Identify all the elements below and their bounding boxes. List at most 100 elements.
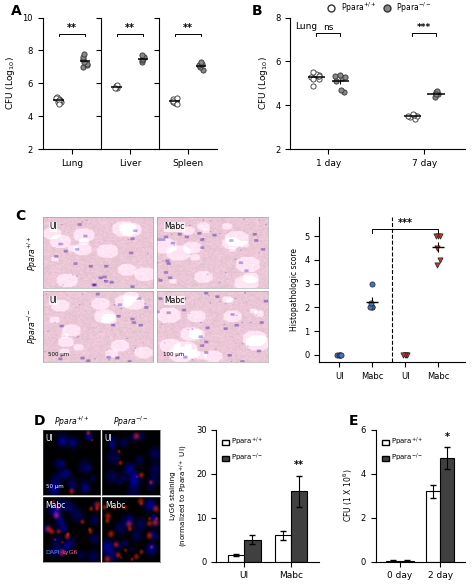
Text: DAPI: DAPI	[46, 550, 60, 555]
Point	[434, 90, 442, 99]
Bar	[426, 491, 440, 562]
Text: D: D	[34, 414, 46, 428]
Text: E: E	[349, 414, 358, 428]
Point	[436, 255, 444, 264]
Point	[337, 85, 345, 95]
Point	[400, 350, 407, 359]
Point	[315, 71, 323, 80]
Point	[57, 97, 64, 106]
Text: ***: ***	[417, 23, 431, 32]
Point	[55, 94, 63, 104]
Text: Mabc: Mabc	[46, 501, 66, 510]
Text: 50 μm: 50 μm	[46, 484, 64, 489]
Text: A: A	[11, 4, 21, 18]
Point	[402, 350, 410, 359]
Legend: Ppara$^{+/+}$, Ppara$^{-/-}$: Ppara$^{+/+}$, Ppara$^{-/-}$	[219, 433, 267, 467]
Point	[55, 95, 63, 105]
Point	[433, 90, 440, 99]
Point	[56, 99, 64, 109]
Text: **: **	[183, 23, 193, 33]
Point	[80, 49, 88, 58]
Y-axis label: $Ppara^{-/-}$: $Ppara^{-/-}$	[26, 309, 40, 344]
Point	[432, 232, 440, 241]
Point	[341, 72, 349, 81]
Text: **: **	[294, 460, 304, 470]
Point	[138, 56, 146, 65]
Point	[141, 53, 148, 62]
Point	[406, 113, 414, 122]
Point	[80, 53, 87, 62]
Text: UI: UI	[105, 435, 113, 443]
Point	[338, 73, 346, 82]
Point	[431, 92, 438, 101]
Point	[53, 94, 61, 103]
Point	[337, 350, 345, 359]
Point	[169, 97, 176, 106]
Point	[315, 74, 323, 84]
Point	[80, 54, 87, 63]
Point	[405, 112, 412, 121]
Point	[172, 98, 179, 107]
Point	[173, 94, 181, 103]
Point	[112, 82, 120, 91]
Legend: Ppara$^{+/+}$, Ppara$^{-/-}$: Ppara$^{+/+}$, Ppara$^{-/-}$	[379, 433, 426, 467]
Point	[56, 95, 64, 105]
Bar	[386, 560, 400, 562]
Point	[112, 81, 119, 91]
Point	[367, 298, 375, 307]
Point	[366, 302, 374, 312]
Point	[333, 350, 341, 359]
Bar	[400, 560, 414, 562]
Y-axis label: LyG6 staining
(normalized to Ppara$^{+/+}$ UI): LyG6 staining (normalized to Ppara$^{+/+…	[170, 445, 190, 547]
Point	[434, 87, 441, 96]
Point	[409, 109, 417, 119]
Y-axis label: $Ppara^{+/+}$: $Ppara^{+/+}$	[26, 235, 40, 270]
Bar	[228, 555, 244, 562]
Text: $Ppara^{-/-}$: $Ppara^{-/-}$	[113, 414, 148, 429]
Point	[437, 232, 444, 241]
Bar	[440, 459, 455, 562]
Point	[337, 350, 344, 359]
Point	[79, 62, 86, 71]
Legend: Ppara$^{+/+}$, Ppara$^{-/-}$: Ppara$^{+/+}$, Ppara$^{-/-}$	[73, 0, 186, 5]
Point	[171, 98, 179, 108]
Text: C: C	[15, 209, 25, 223]
Point	[80, 57, 87, 67]
Text: Lung: Lung	[295, 22, 318, 30]
Point	[138, 51, 146, 60]
Point	[340, 88, 347, 97]
Text: ns: ns	[323, 23, 334, 32]
Text: B: B	[252, 4, 263, 18]
Bar	[274, 535, 291, 562]
Y-axis label: CFU (1 X 10$^{6}$): CFU (1 X 10$^{6}$)	[342, 469, 355, 522]
Text: 100 μm: 100 μm	[163, 352, 184, 357]
Point	[432, 88, 439, 97]
Bar	[291, 491, 307, 562]
Y-axis label: Histopathologic score: Histopathologic score	[290, 248, 299, 331]
Point	[113, 84, 120, 93]
Text: $Ppara^{+/+}$: $Ppara^{+/+}$	[54, 414, 89, 429]
Point	[403, 350, 410, 359]
Point	[368, 302, 376, 312]
Point	[315, 70, 323, 80]
Point	[195, 61, 203, 70]
Point	[198, 59, 206, 68]
Point	[197, 57, 205, 67]
Point	[401, 350, 409, 359]
Point	[335, 350, 343, 359]
Point	[369, 302, 376, 312]
Point	[54, 98, 62, 107]
Point	[312, 69, 320, 78]
Point	[337, 350, 344, 359]
Text: Mabc: Mabc	[105, 501, 125, 510]
Point	[82, 59, 90, 68]
Point	[53, 94, 60, 103]
Point	[138, 57, 146, 67]
Legend: Ppara$^{+/+}$, Ppara$^{-/-}$: Ppara$^{+/+}$, Ppara$^{-/-}$	[321, 0, 434, 18]
Point	[332, 77, 340, 86]
Text: UI: UI	[49, 222, 57, 231]
Bar	[244, 539, 261, 562]
Point	[53, 93, 61, 102]
Text: **: **	[67, 23, 77, 33]
Point	[113, 80, 121, 90]
